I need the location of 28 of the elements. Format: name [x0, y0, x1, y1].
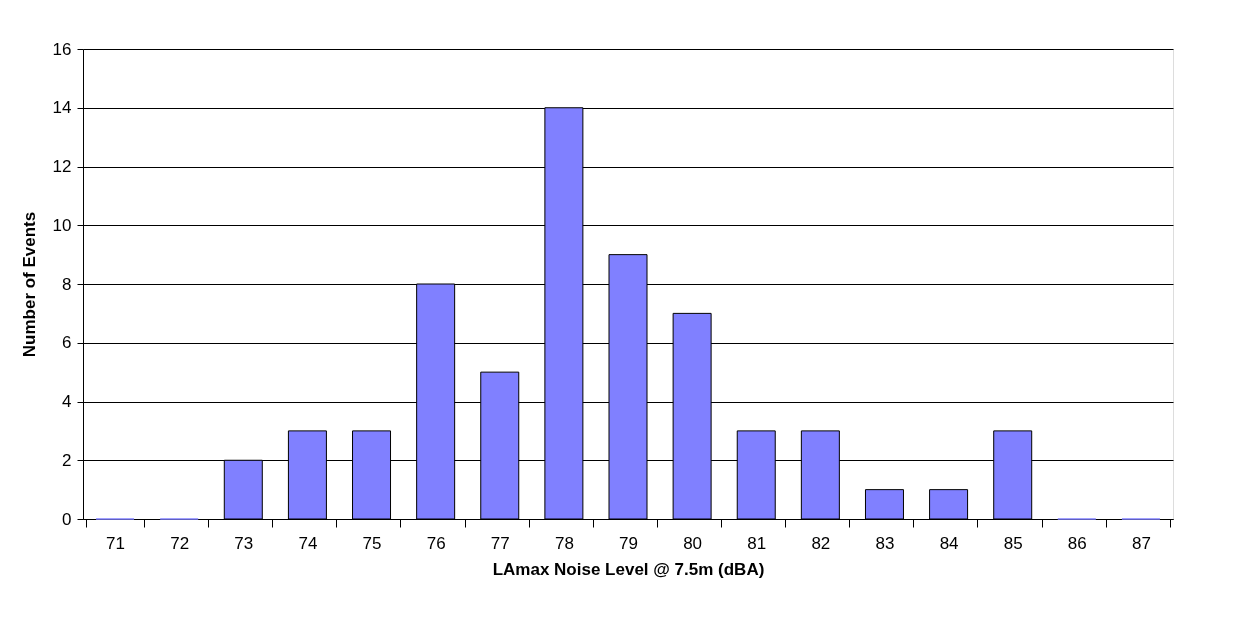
- x-tick-label: 74: [298, 533, 318, 553]
- y-tick-label: 0: [62, 509, 72, 529]
- x-tick-label: 72: [170, 533, 190, 553]
- x-tick-label: 81: [747, 533, 767, 553]
- x-tick-label: 85: [1003, 533, 1023, 553]
- y-axis-title: Number of Events: [19, 211, 39, 358]
- x-tick-label: 71: [106, 533, 126, 553]
- x-tick-label: 73: [234, 533, 254, 553]
- x-tick-label: 82: [811, 533, 831, 553]
- x-tick-label: 78: [554, 533, 574, 553]
- x-tick-label: 75: [362, 533, 382, 553]
- y-tick-label: 6: [62, 333, 72, 353]
- x-tick-label: 86: [1067, 533, 1087, 553]
- x-tick-label: 79: [619, 533, 638, 553]
- y-tick-label: 10: [52, 215, 72, 235]
- x-tick-label: 77: [490, 533, 510, 553]
- y-tick-label: 16: [52, 39, 72, 59]
- x-tick-label: 83: [875, 533, 895, 553]
- x-tick-label: 84: [939, 533, 959, 553]
- y-tick-label: 2: [62, 450, 72, 470]
- y-tick-label: 8: [62, 274, 72, 294]
- y-tick-label: 4: [62, 392, 72, 411]
- x-tick-label: 76: [426, 533, 446, 553]
- x-axis-title: LAmax Noise Level @ 7.5m (dBA): [492, 559, 765, 579]
- x-tick-label: 80: [683, 533, 703, 553]
- x-tick-label: 87: [1131, 533, 1151, 553]
- y-tick-label: 14: [52, 98, 72, 118]
- y-tick-label: 12: [52, 157, 72, 176]
